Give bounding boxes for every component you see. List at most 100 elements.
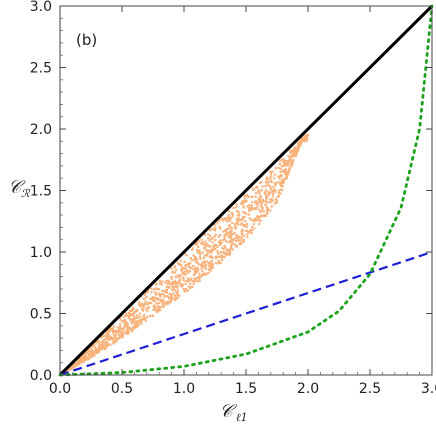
- scatter-point: [219, 251, 222, 254]
- scatter-point: [216, 222, 219, 225]
- scatter-point: [107, 343, 110, 346]
- scatter-point: [288, 169, 291, 172]
- scatter-point: [181, 270, 184, 273]
- scatter-point: [287, 154, 290, 157]
- scatter-point: [251, 187, 254, 190]
- scatter-point: [229, 217, 232, 220]
- scatter-point: [150, 302, 153, 305]
- scatter-point: [142, 314, 146, 317]
- scatter-point: [223, 244, 226, 248]
- scatter-point: [198, 251, 201, 254]
- scatter-point: [267, 193, 270, 196]
- scatter-point: [188, 266, 192, 269]
- scatter-point: [259, 210, 262, 214]
- scatter-point: [189, 282, 192, 285]
- scatter-point: [265, 197, 268, 200]
- scatter-point: [284, 177, 287, 180]
- scatter-point: [195, 271, 198, 274]
- scatter-point: [181, 272, 185, 275]
- scatter-point: [261, 185, 264, 188]
- scatter-point: [260, 189, 263, 192]
- scatter-point: [235, 234, 239, 237]
- scatter-point: [231, 215, 234, 218]
- scatter-point: [113, 335, 117, 338]
- scatter-point: [133, 317, 136, 320]
- scatter-point: [266, 211, 269, 215]
- scatter-point: [103, 338, 107, 341]
- scatter-point: [285, 174, 288, 177]
- scatter-point: [269, 176, 272, 179]
- scatter-point: [251, 226, 254, 229]
- scatter-point: [262, 210, 265, 213]
- scatter-point: [209, 269, 212, 272]
- scatter-point: [176, 286, 179, 289]
- scatter-point: [214, 255, 218, 258]
- scatter-point: [228, 219, 231, 222]
- scatter-point: [150, 287, 153, 290]
- scatter-point: [141, 318, 144, 321]
- scatter-point: [176, 292, 179, 295]
- scatter-point: [223, 233, 226, 237]
- y-tick-label: 3.0: [30, 0, 52, 15]
- scatter-point: [128, 314, 131, 317]
- scatter-point: [126, 321, 129, 324]
- scatter-point: [155, 296, 158, 300]
- scatter-point: [304, 136, 307, 139]
- scatter-point: [76, 358, 80, 362]
- x-tick-label: 1.5: [235, 381, 257, 397]
- scatter-point: [139, 305, 142, 308]
- scatter-point: [243, 194, 246, 197]
- scatter-point: [205, 254, 209, 257]
- scatter-point: [104, 344, 107, 347]
- scatter-point: [170, 293, 173, 296]
- scatter-point: [94, 346, 97, 349]
- scatter-point: [138, 312, 141, 315]
- scatter-point: [97, 350, 100, 354]
- scatter-point: [211, 228, 214, 231]
- scatter-point: [109, 336, 113, 340]
- scatter-point: [213, 223, 216, 226]
- scatter-point: [110, 335, 113, 338]
- scatter-point: [163, 295, 166, 298]
- scatter-point: [173, 289, 176, 292]
- scatter-point: [240, 222, 243, 225]
- scatter-point: [239, 241, 242, 245]
- scatter-point: [204, 240, 207, 243]
- scatter-point: [286, 164, 289, 167]
- scatter-point: [234, 236, 237, 240]
- scatter-point: [279, 170, 282, 174]
- scatter-point: [213, 235, 216, 238]
- scatter-point: [143, 317, 146, 321]
- scatter-point: [165, 291, 168, 294]
- scatter-point: [211, 262, 215, 266]
- scatter-point: [222, 230, 225, 233]
- scatter-point: [179, 259, 183, 262]
- scatter-point: [264, 203, 268, 206]
- scatter-point: [218, 243, 222, 246]
- scatter-point: [305, 137, 308, 140]
- scatter-point: [239, 239, 242, 242]
- scatter-point: [160, 283, 163, 286]
- scatter-point: [165, 294, 169, 298]
- scatter-point: [180, 283, 184, 286]
- scatter-point: [168, 292, 171, 295]
- scatter-point: [136, 308, 139, 311]
- scatter-point: [82, 352, 86, 356]
- scatter-point: [299, 142, 302, 145]
- scatter-point: [130, 329, 134, 333]
- scatter-point: [283, 170, 287, 173]
- scatter-point: [192, 273, 196, 276]
- scatter-point: [219, 255, 222, 258]
- scatter-point: [279, 192, 282, 195]
- scatter-point: [135, 326, 138, 329]
- scatter-point: [207, 249, 210, 252]
- scatter-point: [287, 160, 291, 163]
- scatter-point: [258, 208, 261, 211]
- scatter-point: [151, 295, 154, 299]
- scatter-point: [184, 289, 187, 293]
- scatter-point: [75, 362, 78, 365]
- scatter-point: [250, 218, 253, 221]
- scatter-point: [129, 313, 133, 316]
- scatter-point: [204, 264, 208, 267]
- scatter-point: [208, 250, 211, 253]
